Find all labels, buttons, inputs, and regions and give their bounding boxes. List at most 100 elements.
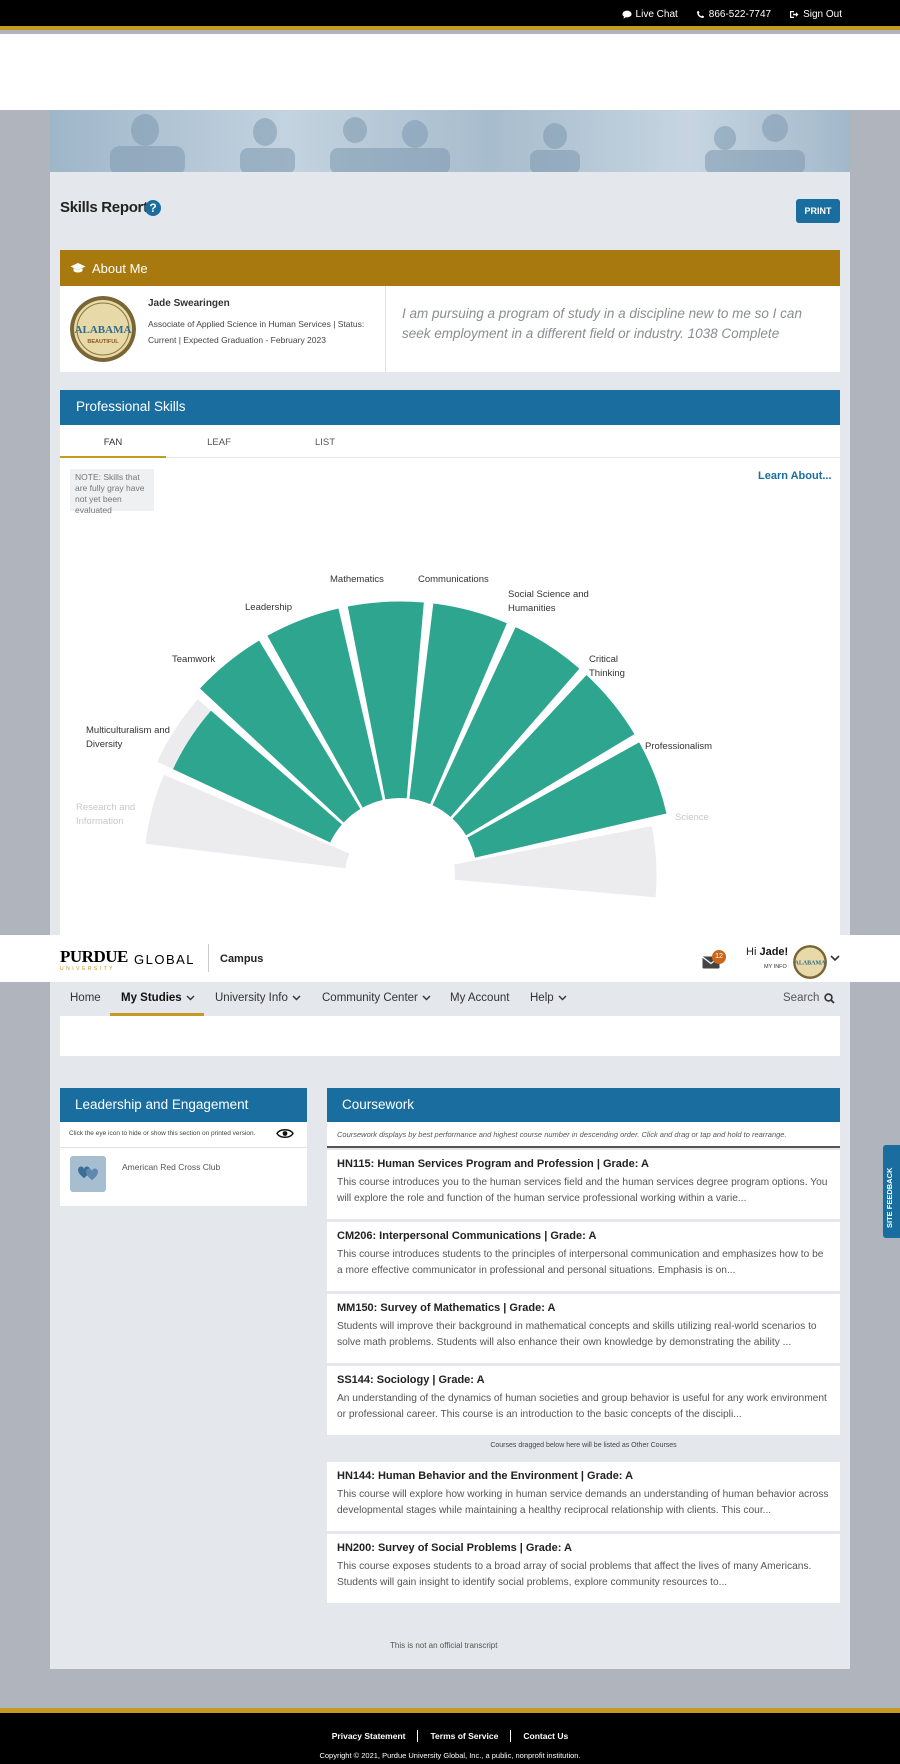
course-item[interactable]: MM150: Survey of Mathematics | Grade: A … <box>327 1294 840 1364</box>
skill-label: Communications <box>418 574 489 585</box>
skill-label: Leadership <box>245 602 292 613</box>
skill-segment[interactable] <box>172 710 342 843</box>
skill-segment[interactable] <box>409 603 507 805</box>
purdue-logo-text[interactable]: PURDUE <box>60 947 128 966</box>
campus-label: Campus <box>220 953 264 965</box>
course-title: SS144: Sociology | Grade: A <box>337 1374 485 1386</box>
course-description: This course will explore how working in … <box>337 1489 829 1516</box>
logo-separator <box>208 944 209 972</box>
drag-drop-note: Courses dragged below here will be liste… <box>490 1442 677 1449</box>
tab-leaf[interactable]: LEAF <box>207 437 231 448</box>
nav-home[interactable]: Home <box>70 992 101 1004</box>
skill-segment[interactable] <box>145 774 350 869</box>
leadership-header: Leadership and Engagement <box>60 1088 307 1122</box>
course-title: HN115: Human Services Program and Profes… <box>337 1158 649 1170</box>
course-item[interactable]: CM206: Interpersonal Communications | Gr… <box>327 1222 840 1292</box>
site-footer: Privacy Statement Terms of Service Conta… <box>0 1708 900 1764</box>
tab-fan[interactable]: FAN <box>103 437 123 448</box>
active-nav-indicator <box>110 1013 204 1016</box>
hero-banner-image <box>50 110 850 172</box>
skill-label: Science <box>675 812 709 823</box>
nav-my-account[interactable]: My Account <box>450 992 510 1004</box>
nav-help[interactable]: Help <box>530 992 567 1004</box>
student-goal-quote: I am pursuing a program of study in a di… <box>402 306 802 341</box>
professional-skills-panel: FAN LEAF LIST Learn About... NOTE: Skill… <box>60 425 840 935</box>
chevron-down-icon <box>292 995 301 1001</box>
coursework-note: Coursework displays by best performance … <box>327 1122 840 1148</box>
graduation-cap-icon <box>70 263 86 273</box>
global-logo-text[interactable]: GLOBAL <box>134 952 196 967</box>
sign-out-link[interactable]: Sign Out <box>789 9 842 20</box>
skill-segment[interactable] <box>452 674 635 836</box>
my-info-link[interactable]: MY INFO <box>764 964 787 970</box>
svg-text:ALABAMA: ALABAMA <box>795 961 827 967</box>
course-item[interactable]: HN115: Human Services Program and Profes… <box>327 1150 840 1220</box>
course-description: Students will improve their background i… <box>337 1321 817 1348</box>
privacy-statement-link[interactable]: Privacy Statement <box>331 1731 406 1741</box>
skills-panel-bottom <box>60 1016 840 1056</box>
user-first-name: Jade! <box>759 946 789 958</box>
leadership-note: Click the eye icon to hide or show this … <box>69 1130 256 1137</box>
student-avatar: ALABAMA BEAUTIFUL <box>70 296 136 362</box>
print-button[interactable]: PRINT <box>796 199 840 223</box>
course-title: HN200: Survey of Social Problems | Grade… <box>337 1542 572 1554</box>
skill-segment[interactable] <box>347 601 424 800</box>
chat-icon <box>621 10 632 19</box>
transcript-disclaimer: This is not an official transcript <box>390 1641 498 1650</box>
site-feedback-tab[interactable]: SITE FEEDBACK <box>883 1145 900 1238</box>
course-title: MM150: Survey of Mathematics | Grade: A <box>337 1302 556 1314</box>
phone-icon <box>696 11 704 18</box>
site-feedback-label: SITE FEEDBACK <box>885 1167 894 1228</box>
about-me-header: About Me <box>60 250 840 286</box>
mail-count-badge: 12 <box>712 950 726 964</box>
course-description: An understanding of the dynamics of huma… <box>337 1393 827 1420</box>
live-chat-link[interactable]: Live Chat <box>621 9 678 20</box>
skill-label: Mathematics <box>330 574 384 585</box>
professional-skills-header: Professional Skills <box>60 390 840 425</box>
skill-segment[interactable] <box>467 742 667 858</box>
about-divider <box>385 286 386 372</box>
user-menu-chevron-icon[interactable] <box>830 955 840 962</box>
sign-out-label: Sign Out <box>803 9 842 20</box>
other-course-item[interactable]: HN200: Survey of Social Problems | Grade… <box>327 1534 840 1604</box>
chevron-down-icon <box>558 995 567 1001</box>
skill-segment[interactable] <box>199 640 361 823</box>
nav-search[interactable]: Search <box>783 992 836 1004</box>
terms-of-service-link[interactable]: Terms of Service <box>417 1730 510 1742</box>
skill-segment[interactable] <box>432 627 580 817</box>
active-tab-indicator <box>60 456 166 458</box>
skill-segment[interactable] <box>453 826 657 898</box>
tab-list[interactable]: LIST <box>314 437 336 448</box>
course-title: CM206: Interpersonal Communications | Gr… <box>337 1230 597 1242</box>
university-logo-text: UNIVERSITY <box>60 966 116 972</box>
course-title: HN144: Human Behavior and the Environmen… <box>337 1470 634 1482</box>
sign-out-icon <box>790 11 799 18</box>
about-me-card: ALABAMA BEAUTIFUL Jade Swearingen Associ… <box>60 286 840 372</box>
user-avatar[interactable]: ALABAMA <box>793 945 827 979</box>
phone-link[interactable]: 866-522-7747 <box>696 9 771 20</box>
user-greeting: Hi Jade! <box>746 946 788 958</box>
skill-label: Teamwork <box>172 654 216 665</box>
course-item[interactable]: SS144: Sociology | Grade: A An understan… <box>327 1366 840 1436</box>
help-icon[interactable]: ? <box>145 200 161 216</box>
other-course-item[interactable]: HN144: Human Behavior and the Environmen… <box>327 1462 840 1532</box>
nav-community-center[interactable]: Community Center <box>322 992 431 1004</box>
skill-label: Social Science and Humanities <box>508 589 589 614</box>
main-navigation: Home My Studies University Info Communit… <box>50 982 850 1016</box>
skill-segment[interactable] <box>267 608 383 808</box>
contact-us-link[interactable]: Contact Us <box>510 1730 580 1742</box>
copyright-text: Copyright © 2021, Purdue University Glob… <box>319 1751 581 1760</box>
course-description: This course introduces students to the p… <box>337 1249 824 1276</box>
skill-label: Professionalism <box>645 741 712 752</box>
greeting-word: Hi <box>746 946 757 958</box>
coursework-header: Coursework <box>327 1088 840 1122</box>
nav-university-info[interactable]: University Info <box>215 992 301 1004</box>
eye-icon[interactable] <box>276 1128 294 1139</box>
nav-my-studies[interactable]: My Studies <box>121 992 195 1004</box>
learn-about-link[interactable]: Learn About... <box>758 470 832 482</box>
live-chat-label: Live Chat <box>635 9 678 20</box>
leadership-panel: Click the eye icon to hide or show this … <box>60 1122 307 1206</box>
skill-label: Multiculturalism and Diversity <box>86 725 170 750</box>
skills-view-tabs: FAN LEAF LIST <box>60 425 840 458</box>
chevron-down-icon <box>186 995 195 1001</box>
